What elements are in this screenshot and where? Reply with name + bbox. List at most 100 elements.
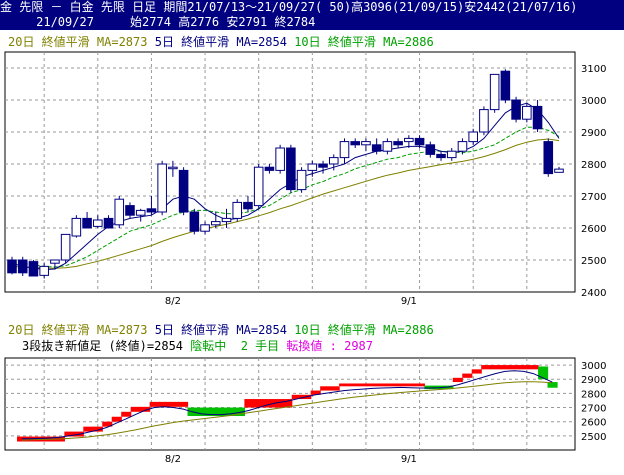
- brick-up: [121, 411, 132, 417]
- candle-up: [307, 163, 318, 171]
- brick-up: [102, 421, 113, 427]
- brick-up: [291, 394, 302, 400]
- brick-up: [471, 369, 482, 374]
- high-value: 高2776: [178, 15, 220, 29]
- candle-up: [221, 217, 232, 223]
- lower-x-tick-label: 9/1: [401, 454, 417, 465]
- upper-x-tick-label: 9/1: [401, 296, 417, 307]
- brick-up: [386, 383, 397, 387]
- upper-y-tick-label: 3100: [581, 64, 606, 75]
- kagi-legend: 3段抜き新値足 (終値)=2854 陰転中 2 手目 転換値 : 2987: [22, 339, 582, 354]
- candle-up: [253, 166, 264, 207]
- upper-y-tick-label: 2800: [581, 160, 606, 171]
- brick-up: [83, 426, 94, 432]
- chart-title: 金 先限 － 白金 先限 日足 期間21/07/13～21/09/27( 50)…: [0, 0, 578, 14]
- lower-y-tick-label: 2900: [581, 375, 606, 386]
- candle-down: [103, 217, 114, 229]
- close-value: 終2784: [274, 15, 316, 29]
- ma-legend-top: 20日 終値平滑 MA=2873 5日 終値平滑 MA=2854 10日 終値平…: [8, 35, 608, 50]
- lower-y-tick-label: 2500: [581, 432, 606, 443]
- candle-down: [189, 211, 200, 232]
- brick-up: [395, 383, 407, 387]
- candle-up: [382, 141, 393, 152]
- lower-ma20-line: [21, 381, 553, 441]
- candle-down: [82, 217, 92, 229]
- candle-down: [436, 153, 446, 159]
- brick-up: [282, 399, 293, 408]
- upper-y-tick-label: 2500: [581, 256, 606, 267]
- candle-up: [489, 73, 500, 111]
- candle-down: [543, 141, 554, 175]
- ohlc-bar: 21/09/27 始2774 高2776 安2791 終2784: [0, 15, 624, 30]
- candle-up: [275, 147, 285, 171]
- brick-up: [519, 365, 530, 370]
- candle-up: [210, 221, 221, 226]
- candle-up: [328, 157, 339, 165]
- upper-y-tick-label: 2700: [581, 192, 606, 203]
- candle-down: [7, 259, 17, 274]
- lower-y-tick-label: 2600: [581, 418, 606, 429]
- brick-up: [481, 365, 492, 370]
- brick-up: [329, 386, 340, 391]
- lower-y-tick-label: 2800: [581, 389, 606, 400]
- brick-up: [149, 401, 160, 407]
- ma5-line: [11, 102, 560, 271]
- candle-down: [178, 169, 189, 213]
- brick-down: [225, 407, 236, 417]
- candle-up: [39, 265, 49, 276]
- lower-y-tick-label: 3000: [581, 361, 606, 372]
- low-value: 安2791: [226, 15, 268, 29]
- candle-up: [71, 217, 82, 237]
- kagi-label: 3段抜き新値足 (終値)=2854: [22, 339, 184, 353]
- ma20-line: [11, 138, 560, 269]
- brick-up: [528, 365, 539, 370]
- open-value: 始2774: [130, 15, 171, 29]
- brick-up: [367, 383, 378, 387]
- candle-up: [93, 219, 103, 227]
- candle-up: [479, 109, 489, 133]
- brick-up: [159, 401, 170, 407]
- candle-up: [157, 163, 167, 213]
- legend-ma10: 10日 終値平滑 MA=2886: [294, 35, 434, 49]
- lower-y-tick-label: 2700: [581, 404, 606, 415]
- kagi-count: 2 手目: [240, 339, 280, 353]
- brick-down: [424, 385, 435, 390]
- candle-down: [414, 137, 425, 146]
- legend-ma20: 20日 終値平滑 MA=2873: [8, 35, 148, 49]
- candle-down: [125, 205, 135, 216]
- lower-ma5-line: [21, 370, 553, 440]
- brick-up: [509, 365, 520, 370]
- brick-up: [462, 373, 473, 378]
- candle-down: [243, 201, 253, 210]
- brick-down: [206, 407, 217, 417]
- candle-down: [286, 147, 296, 191]
- brick-up: [490, 365, 501, 370]
- brick-up: [414, 383, 425, 387]
- candle-down: [264, 166, 275, 171]
- candle-up: [404, 137, 414, 143]
- legend-ma20-lower: 20日 終値平滑 MA=2873: [8, 323, 148, 337]
- brick-up: [178, 401, 189, 407]
- candle-up: [361, 141, 371, 146]
- chart-title-bar: 金 先限 － 白金 先限 日足 期間21/07/13～21/09/27( 50)…: [0, 0, 624, 15]
- candle-down: [532, 105, 543, 130]
- brick-up: [358, 383, 369, 387]
- brick-up: [452, 377, 463, 383]
- brick-down: [538, 366, 549, 380]
- upper-y-tick-label: 2400: [581, 288, 606, 299]
- brick-down: [197, 407, 208, 417]
- candle-down: [511, 99, 521, 120]
- candle-down: [500, 70, 511, 101]
- brick-up: [64, 431, 75, 437]
- candle-down: [350, 141, 361, 146]
- brick-up: [140, 406, 151, 412]
- brick-up: [244, 399, 255, 408]
- candle-up: [468, 131, 478, 143]
- brick-down: [215, 407, 227, 417]
- brick-up: [377, 383, 388, 387]
- upper-y-tick-label: 3000: [581, 96, 606, 107]
- candle-down: [17, 259, 28, 274]
- brick-up: [348, 383, 359, 387]
- candle-down: [318, 163, 328, 168]
